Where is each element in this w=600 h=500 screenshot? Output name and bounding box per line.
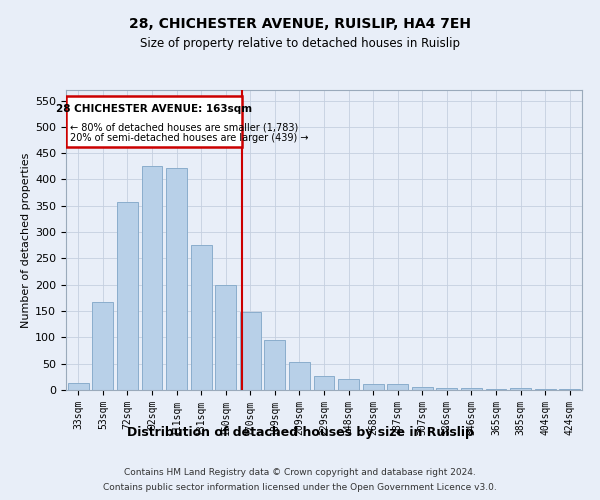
- Text: 20% of semi-detached houses are larger (439) →: 20% of semi-detached houses are larger (…: [70, 134, 308, 143]
- Text: Contains HM Land Registry data © Crown copyright and database right 2024.: Contains HM Land Registry data © Crown c…: [124, 468, 476, 477]
- Bar: [510, 388, 531, 390]
- Text: 28, CHICHESTER AVENUE, RUISLIP, HA4 7EH: 28, CHICHESTER AVENUE, RUISLIP, HA4 7EH: [129, 18, 471, 32]
- Bar: [66, 96, 242, 147]
- Y-axis label: Number of detached properties: Number of detached properties: [21, 152, 31, 328]
- Bar: [265, 340, 286, 390]
- Bar: [92, 302, 113, 390]
- Bar: [362, 384, 383, 390]
- Bar: [387, 384, 408, 390]
- Bar: [412, 388, 433, 390]
- Bar: [289, 362, 310, 390]
- Bar: [215, 284, 236, 390]
- Text: Size of property relative to detached houses in Ruislip: Size of property relative to detached ho…: [140, 38, 460, 51]
- Bar: [314, 376, 334, 390]
- Bar: [559, 389, 580, 390]
- Text: 28 CHICHESTER AVENUE: 163sqm: 28 CHICHESTER AVENUE: 163sqm: [56, 104, 252, 114]
- Bar: [436, 388, 457, 390]
- Text: Distribution of detached houses by size in Ruislip: Distribution of detached houses by size …: [127, 426, 473, 439]
- Bar: [240, 312, 261, 390]
- Bar: [117, 202, 138, 390]
- Text: ← 80% of detached houses are smaller (1,783): ← 80% of detached houses are smaller (1,…: [70, 123, 298, 133]
- Bar: [166, 168, 187, 390]
- Bar: [142, 166, 163, 390]
- Bar: [461, 388, 482, 390]
- Text: Contains public sector information licensed under the Open Government Licence v3: Contains public sector information licen…: [103, 483, 497, 492]
- Bar: [68, 383, 89, 390]
- Bar: [338, 380, 359, 390]
- Bar: [191, 246, 212, 390]
